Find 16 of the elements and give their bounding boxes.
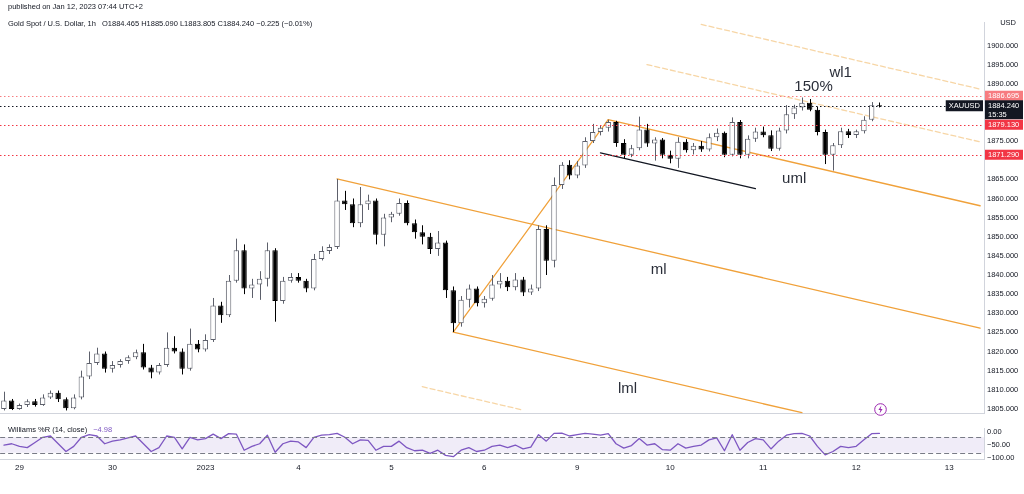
x-tick-label: 30	[108, 463, 118, 472]
x-tick-label: 12	[851, 463, 862, 472]
x-tick-label: 6	[482, 463, 488, 472]
series-label: wl1	[828, 62, 852, 80]
x-tick-label: 9	[575, 463, 581, 472]
x-tick-label: 10	[665, 463, 676, 472]
x-tick-label: 13	[944, 463, 955, 472]
x-tick-label: 29	[15, 463, 25, 472]
series-label: 150%	[794, 77, 833, 95]
x-tick-label: 4	[296, 463, 302, 472]
x-tick-label: 5	[389, 463, 395, 472]
series-label: ml	[650, 259, 667, 277]
series-label: uml	[782, 168, 807, 186]
x-tick-label: 11	[759, 463, 768, 472]
x-tick-label: 2023	[196, 463, 215, 472]
series-label: lml	[618, 378, 638, 396]
